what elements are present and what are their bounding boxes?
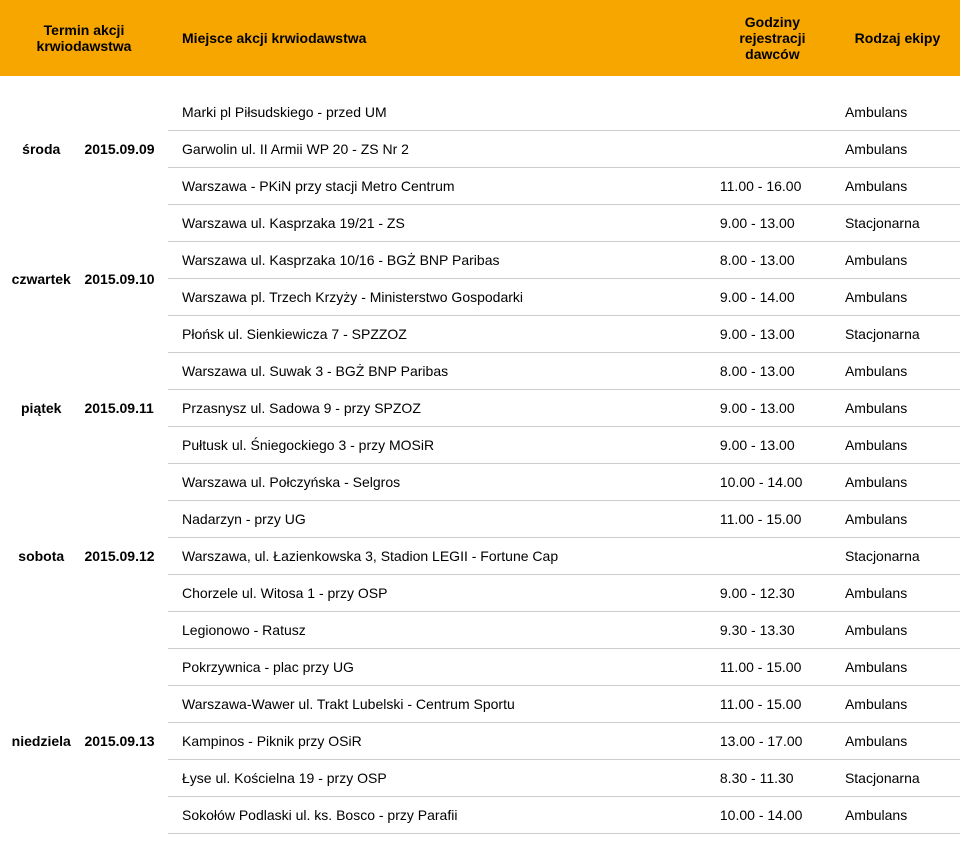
place-cell: Warszawa, ul. Łazienkowska 3, Stadion LE… [168, 538, 710, 575]
place-cell: Pokrzywnica - plac przy UG [168, 649, 710, 686]
type-cell: Ambulans [835, 501, 960, 538]
date-cell: 2015.09.09 [82, 94, 168, 205]
day-cell: środa [0, 94, 82, 205]
place-cell: Pułtusk ul. Śniegockiego 3 - przy MOSiR [168, 427, 710, 464]
time-cell [710, 538, 835, 575]
place-cell: Nadarzyn - przy UG [168, 501, 710, 538]
date-cell: 2015.09.13 [82, 649, 168, 834]
day-cell: sobota [0, 464, 82, 649]
date-cell: 2015.09.11 [82, 353, 168, 464]
place-cell: Warszawa ul. Suwak 3 - BGŻ BNP Paribas [168, 353, 710, 390]
type-cell: Stacjonarna [835, 316, 960, 353]
place-cell: Warszawa - PKiN przy stacji Metro Centru… [168, 168, 710, 205]
type-cell: Ambulans [835, 649, 960, 686]
table-row: sobota2015.09.12Warszawa ul. Połczyńska … [0, 464, 960, 501]
time-cell: 9.30 - 13.30 [710, 612, 835, 649]
place-cell: Chorzele ul. Witosa 1 - przy OSP [168, 575, 710, 612]
type-cell: Stacjonarna [835, 205, 960, 242]
place-cell: Przasnysz ul. Sadowa 9 - przy SPZOZ [168, 390, 710, 427]
place-cell: Warszawa ul. Kasprzaka 10/16 - BGŻ BNP P… [168, 242, 710, 279]
type-cell: Ambulans [835, 797, 960, 834]
type-cell: Ambulans [835, 686, 960, 723]
header-termin: Termin akcji krwiodawstwa [0, 0, 168, 76]
day-cell: niedziela [0, 649, 82, 834]
place-cell: Garwolin ul. II Armii WP 20 - ZS Nr 2 [168, 131, 710, 168]
place-cell: Łyse ul. Kościelna 19 - przy OSP [168, 760, 710, 797]
time-cell: 11.00 - 16.00 [710, 168, 835, 205]
type-cell: Stacjonarna [835, 760, 960, 797]
type-cell: Ambulans [835, 390, 960, 427]
table-row: niedziela2015.09.13Pokrzywnica - plac pr… [0, 649, 960, 686]
time-cell: 8.00 - 13.00 [710, 353, 835, 390]
time-cell: 11.00 - 15.00 [710, 649, 835, 686]
schedule-table: Termin akcji krwiodawstwa Miejsce akcji … [0, 0, 960, 834]
type-cell: Ambulans [835, 612, 960, 649]
type-cell: Ambulans [835, 94, 960, 131]
day-cell: piątek [0, 353, 82, 464]
table-body: środa2015.09.09Marki pl Piłsudskiego - p… [0, 76, 960, 834]
time-cell [710, 94, 835, 131]
place-cell: Sokołów Podlaski ul. ks. Bosco - przy Pa… [168, 797, 710, 834]
time-cell [710, 131, 835, 168]
place-cell: Warszawa ul. Połczyńska - Selgros [168, 464, 710, 501]
place-cell: Warszawa pl. Trzech Krzyży - Ministerstw… [168, 279, 710, 316]
type-cell: Ambulans [835, 575, 960, 612]
place-cell: Legionowo - Ratusz [168, 612, 710, 649]
header-godziny: Godziny rejestracji dawców [710, 0, 835, 76]
type-cell: Ambulans [835, 168, 960, 205]
time-cell: 9.00 - 13.00 [710, 390, 835, 427]
type-cell: Ambulans [835, 464, 960, 501]
time-cell: 9.00 - 13.00 [710, 427, 835, 464]
place-cell: Marki pl Piłsudskiego - przed UM [168, 94, 710, 131]
time-cell: 13.00 - 17.00 [710, 723, 835, 760]
type-cell: Ambulans [835, 131, 960, 168]
time-cell: 11.00 - 15.00 [710, 686, 835, 723]
place-cell: Warszawa-Wawer ul. Trakt Lubelski - Cent… [168, 686, 710, 723]
time-cell: 8.00 - 13.00 [710, 242, 835, 279]
table-row: piątek2015.09.11Warszawa ul. Suwak 3 - B… [0, 353, 960, 390]
place-cell: Kampinos - Piknik przy OSiR [168, 723, 710, 760]
table-header: Termin akcji krwiodawstwa Miejsce akcji … [0, 0, 960, 76]
header-rodzaj: Rodzaj ekipy [835, 0, 960, 76]
time-cell: 9.00 - 14.00 [710, 279, 835, 316]
time-cell: 9.00 - 12.30 [710, 575, 835, 612]
time-cell: 10.00 - 14.00 [710, 797, 835, 834]
type-cell: Stacjonarna [835, 538, 960, 575]
place-cell: Warszawa ul. Kasprzaka 19/21 - ZS [168, 205, 710, 242]
time-cell: 10.00 - 14.00 [710, 464, 835, 501]
table-row: środa2015.09.09Marki pl Piłsudskiego - p… [0, 94, 960, 131]
type-cell: Ambulans [835, 723, 960, 760]
time-cell: 9.00 - 13.00 [710, 316, 835, 353]
type-cell: Ambulans [835, 427, 960, 464]
date-cell: 2015.09.12 [82, 464, 168, 649]
place-cell: Płońsk ul. Sienkiewicza 7 - SPZZOZ [168, 316, 710, 353]
type-cell: Ambulans [835, 279, 960, 316]
header-miejsce: Miejsce akcji krwiodawstwa [168, 0, 710, 76]
time-cell: 11.00 - 15.00 [710, 501, 835, 538]
type-cell: Ambulans [835, 353, 960, 390]
day-cell: czwartek [0, 205, 82, 353]
time-cell: 9.00 - 13.00 [710, 205, 835, 242]
date-cell: 2015.09.10 [82, 205, 168, 353]
type-cell: Ambulans [835, 242, 960, 279]
time-cell: 8.30 - 11.30 [710, 760, 835, 797]
table-row: czwartek2015.09.10Warszawa ul. Kasprzaka… [0, 205, 960, 242]
